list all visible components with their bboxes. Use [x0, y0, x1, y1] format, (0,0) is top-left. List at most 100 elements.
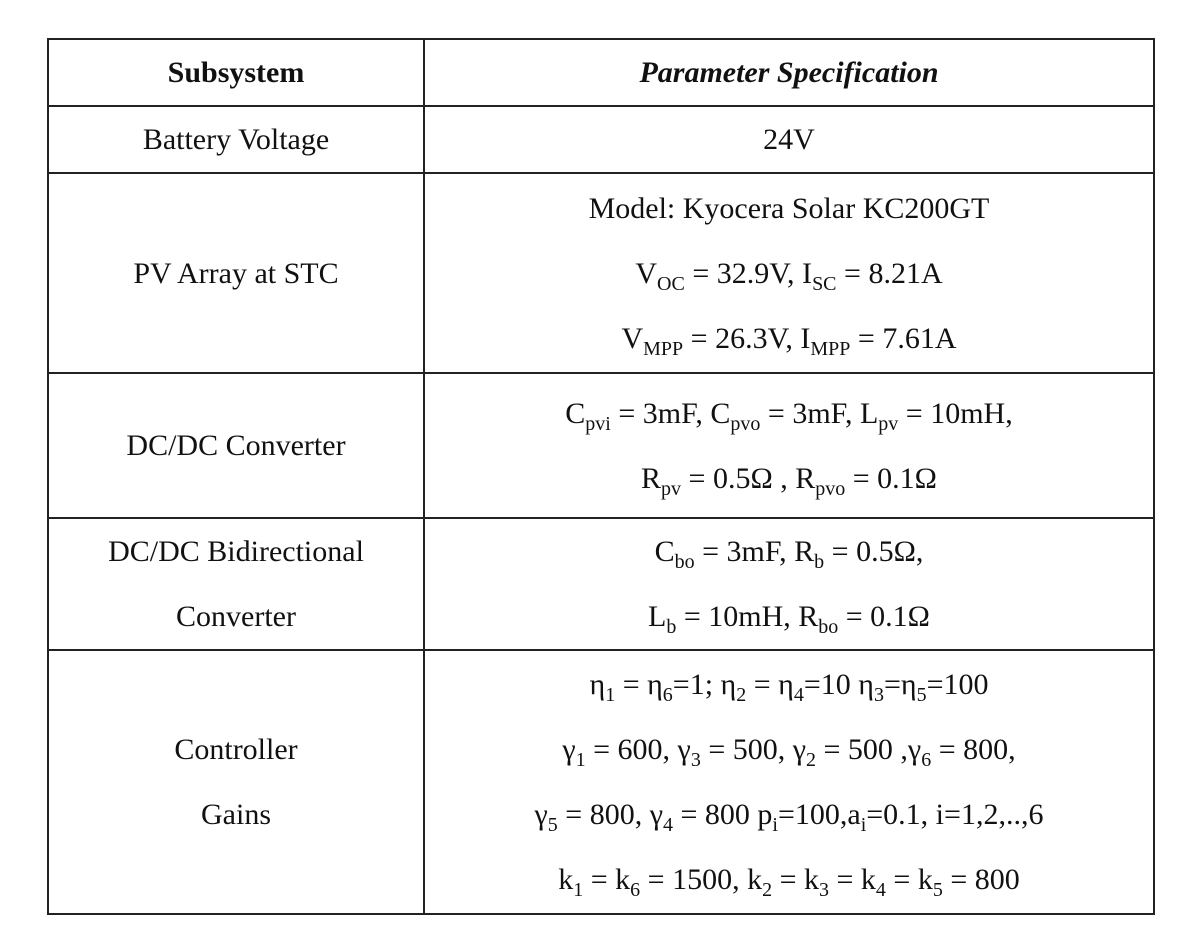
- spec-text: = 3mF, C: [610, 396, 731, 430]
- spec-text: = 0.1Ω: [838, 600, 930, 633]
- spec-cell: Cbo = 3mF, Rb = 0.5Ω, Lb = 10mH, R bo = 0.…: [423, 517, 1155, 651]
- subscript: 3: [690, 749, 701, 771]
- spec-text: =0.1, i=1,2,..,6: [866, 798, 1044, 831]
- subscript: i: [860, 814, 867, 836]
- spec-line: γ1 = 600, γ3 = 500, γ2 = 500 ,γ6 = 800,: [425, 717, 1153, 782]
- spec-line: η1 = η6=1; η2 = η4=10 η3=η5=100: [425, 652, 1153, 717]
- spec-text: = η: [615, 668, 663, 701]
- subscript: MPP: [643, 337, 684, 360]
- header-row: Subsystem Parameter Specification: [47, 38, 1155, 107]
- subsystem-cell: DC/DC Converter: [47, 372, 425, 519]
- spec-text: = 0.5Ω , R: [681, 461, 816, 495]
- subscript: SC: [812, 272, 837, 295]
- spec-text: = 800: [942, 863, 1020, 896]
- subscript: pvo: [730, 412, 761, 435]
- spec-text: = k: [829, 863, 876, 896]
- spec-text: k: [558, 863, 574, 896]
- subscript: 1: [605, 684, 616, 706]
- spec-text: = 500 ,γ: [816, 733, 922, 766]
- spec-line: Model: Kyocera Solar KC200GT: [425, 176, 1153, 241]
- spec-text: η: [589, 668, 606, 701]
- spec-text: =η: [883, 668, 917, 701]
- spec-text: = 1500, k: [640, 863, 763, 896]
- subscript: pvi: [585, 412, 611, 435]
- spec-text: R: [641, 461, 662, 495]
- spec-text: 24V: [763, 123, 815, 156]
- spec-text: = 26.3V, I: [683, 321, 811, 355]
- table-row: DC/DC Converter Cpvi = 3mF, Cpvo = 3mF, L…: [47, 372, 1155, 519]
- spec-cell: η1 = η6=1; η2 = η4=10 η3=η5=100 γ1 = 600,…: [423, 649, 1155, 915]
- spec-line: γ5 = 800, γ4 = 800 pi=100,ai=0.1, i=1,2,…: [425, 782, 1153, 847]
- subscript: b: [814, 551, 825, 573]
- spec-text: C: [565, 396, 586, 430]
- spec-text: =100: [926, 668, 989, 701]
- spec-text: = 10mH,: [898, 396, 1013, 430]
- subscript: 3: [819, 879, 829, 901]
- subscript: 5: [932, 879, 943, 901]
- table-row: Controller Gains η1 = η6=1; η2 = η4=10 η3=…: [47, 649, 1155, 915]
- header-cell: Parameter Specification: [423, 38, 1155, 107]
- table-row: Battery Voltage 24V: [47, 105, 1155, 174]
- spec-text: = 600, γ: [585, 733, 691, 766]
- subscript: 6: [630, 879, 641, 901]
- spec-line: 24V: [425, 107, 1153, 172]
- spec-line: Cpvi = 3mF, Cpvo = 3mF, Lpv = 10mH,: [425, 381, 1153, 446]
- subscript: 1: [575, 749, 586, 771]
- subsystem-line: Gains: [201, 798, 271, 831]
- spec-text: = 800,: [931, 733, 1016, 766]
- subscript: 6: [921, 749, 932, 771]
- spec-line: VOC = 32.9V, ISC = 8.21A: [425, 241, 1153, 306]
- subsystem-line: PV Array at STC: [133, 256, 339, 290]
- spec-text: Model: Kyocera Solar KC200GT: [588, 191, 990, 225]
- subsystem-cell: Controller Gains: [47, 649, 425, 915]
- subscript: i: [772, 814, 778, 836]
- subscript: 2: [736, 684, 747, 706]
- subscript: pv: [661, 477, 682, 500]
- spec-line: VMPP = 26.3V, IMPP = 7.61A: [425, 306, 1153, 371]
- subscript: MPP: [810, 337, 851, 360]
- spec-text: = 800 p: [672, 798, 773, 831]
- spec-text: =100,a: [777, 798, 861, 831]
- subscript: 5: [916, 684, 927, 706]
- spec-text: = 8.21A: [836, 256, 943, 290]
- spec-text: V: [621, 321, 644, 355]
- subsystem-cell: PV Array at STC: [47, 172, 425, 374]
- spec-text: L: [648, 600, 667, 633]
- spec-text: = 32.9V, I: [684, 256, 813, 290]
- table-row: DC/DC Bidirectional Converter Cbo = 3mF, R…: [47, 517, 1155, 651]
- subsystem-line: Battery Voltage: [142, 123, 330, 156]
- subsystem-cell: Battery Voltage: [47, 105, 425, 174]
- subscript: 1: [573, 879, 584, 901]
- subscript: pv: [878, 412, 899, 435]
- spec-text: = 0.1Ω: [845, 461, 937, 495]
- subscript: 2: [762, 879, 773, 901]
- spec-line: Rpv = 0.5Ω , Rpvo = 0.1Ω: [425, 446, 1153, 511]
- spec-text: = k: [583, 863, 631, 896]
- spec-text: γ: [534, 798, 548, 831]
- spec-text: = k: [885, 863, 933, 896]
- subsystem-line: DC/DC Bidirectional: [108, 535, 364, 568]
- subscript: 4: [662, 814, 673, 836]
- subscript: bo: [674, 551, 695, 573]
- spec-text: =10 η: [803, 668, 874, 701]
- subscript: 4: [875, 879, 886, 901]
- spec-text: V: [635, 256, 658, 290]
- subscript: 5: [547, 814, 558, 836]
- spec-text: = 800, γ: [557, 798, 663, 831]
- subsystem-line: Converter: [176, 600, 296, 633]
- spec-line: Cbo = 3mF, Rb = 0.5Ω,: [425, 519, 1153, 584]
- spec-text: = 500, γ: [700, 733, 807, 766]
- parameter-table: Subsystem Parameter Specification Batter…: [47, 38, 1155, 915]
- spec-text: =1; η: [672, 668, 737, 701]
- table-body: Battery Voltage 24V PV Array at STC Model: …: [47, 105, 1155, 915]
- spec-text: γ: [562, 733, 576, 766]
- spec-text: = η: [746, 668, 794, 701]
- subsystem-cell: DC/DC Bidirectional Converter: [47, 517, 425, 651]
- spec-text: = 0.5Ω,: [824, 535, 924, 568]
- subscript: pvo: [815, 477, 846, 500]
- spec-cell: 24V: [423, 105, 1155, 174]
- subscript: OC: [657, 272, 685, 295]
- spec-text: = 10mH, R: [676, 600, 819, 633]
- subscript: 6: [662, 684, 673, 706]
